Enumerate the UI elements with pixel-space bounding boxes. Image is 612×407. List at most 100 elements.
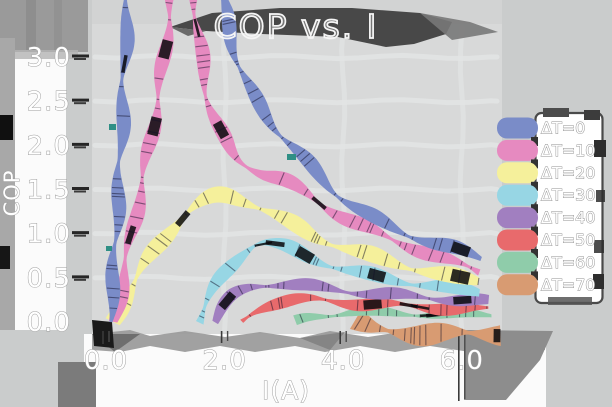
left-edge-blob: [0, 246, 10, 269]
hatch-mark: [261, 113, 271, 121]
bottom-right-smudge: [464, 330, 553, 400]
legend: ΔT=0 ΔT=10 ΔT=20 ΔT=30 ΔT=40 ΔT=50 ΔT=60 ΔT=70: [497, 108, 606, 305]
hatch-mark: [222, 18, 236, 23]
hatch-mark: [313, 233, 319, 243]
hatch-mark: [280, 296, 284, 309]
hatch-mark: [457, 269, 462, 284]
legend-border-blob: [594, 140, 606, 157]
title-smudge-tail: [420, 13, 498, 40]
teal-accent-mark: [109, 124, 116, 130]
hatch-mark: [237, 285, 244, 295]
hatch-mark: [204, 297, 210, 301]
bottom-left-smudge: [58, 362, 96, 407]
hatch-mark: [198, 66, 210, 69]
hatch-mark: [296, 149, 306, 158]
hatch-mark: [389, 287, 392, 299]
y-tick-label: 1.0: [27, 220, 71, 250]
hatch-mark: [146, 130, 160, 134]
hatch-mark: [142, 142, 156, 146]
legend-entry-label: ΔT=40: [541, 208, 595, 227]
hatch-mark: [165, 1, 173, 4]
hatch-mark: [384, 218, 390, 229]
ink-patch: [450, 241, 471, 258]
curve-ribbon-T20: [105, 186, 479, 326]
hatch-mark: [300, 152, 311, 162]
hatch-mark: [111, 195, 125, 198]
hatch-mark: [356, 299, 359, 311]
hatch-mark: [312, 256, 318, 265]
hatch-mark: [147, 245, 160, 255]
curve-ribbon-T40: [212, 278, 490, 325]
ink-patch: [121, 54, 128, 73]
hatch-mark: [427, 248, 434, 261]
gridline-horizontal: [92, 97, 500, 106]
y-tick-label: 3.0: [27, 43, 71, 73]
hatch-mark: [271, 127, 277, 132]
legend-swatch: [497, 207, 538, 229]
legend-border-blob: [531, 137, 538, 146]
hatch-mark: [332, 210, 338, 219]
y-tick-label: 0.5: [27, 264, 71, 294]
hatch-mark: [397, 261, 401, 270]
hatch-mark: [202, 192, 209, 204]
hatch-mark: [411, 236, 414, 240]
legend-entry-label: ΔT=30: [541, 186, 595, 205]
hatch-mark: [281, 136, 284, 140]
hatch-mark: [197, 60, 211, 63]
legend-entry-label: ΔT=10: [541, 141, 595, 160]
hatch-mark: [154, 77, 164, 80]
hatch-mark: [470, 266, 473, 270]
hatch-mark: [190, 1, 197, 4]
hatch-mark: [327, 283, 330, 292]
hatch-mark: [116, 115, 131, 117]
hatch-mark: [349, 215, 356, 228]
hatch-mark: [184, 213, 188, 216]
hatch-mark: [277, 297, 281, 309]
hatch-mark: [155, 237, 168, 247]
hatch-mark: [356, 244, 362, 258]
legend-border-blob: [531, 271, 538, 281]
x-tick-labels: 0.0 2.0 4.0 6.0: [83, 346, 483, 377]
hatch-mark: [310, 231, 317, 242]
teal-accent-mark: [106, 246, 112, 251]
hatch-mark: [106, 264, 118, 267]
hatch-mark: [270, 300, 274, 311]
hatch-mark: [154, 107, 161, 110]
hatch-mark: [460, 260, 463, 266]
hatch-mark: [194, 35, 205, 38]
hatch-mark: [243, 79, 252, 85]
ink-patch: [453, 295, 472, 305]
title-smudge-tip: [170, 27, 206, 36]
ink-patch: [450, 268, 471, 285]
ink-patch: [158, 39, 174, 60]
ink-patch: [193, 18, 201, 38]
curve-ribbon-T10: [108, 0, 481, 323]
hatch-mark: [378, 325, 382, 332]
legend-border-blob: [596, 190, 605, 202]
ink-patch: [367, 267, 387, 283]
hatch-mark: [358, 265, 363, 278]
hatch-mark: [403, 232, 406, 237]
top-left-smudge-streak: [26, 0, 36, 50]
y-tick-label: 1.5: [27, 176, 71, 206]
legend-entry-label: ΔT=70: [541, 275, 595, 294]
hatch-mark: [357, 218, 364, 231]
hatch-mark: [229, 51, 237, 55]
hatch-mark: [125, 230, 138, 234]
legend-border-blob: [543, 108, 569, 117]
hatch-mark: [222, 21, 236, 25]
ink-patch: [411, 304, 430, 311]
hatch-mark: [366, 222, 372, 233]
hatch-mark: [438, 238, 444, 251]
hatch-mark: [267, 121, 275, 128]
legend-border-blob: [594, 240, 604, 253]
hatch-mark: [106, 267, 118, 270]
hatch-mark: [403, 328, 406, 341]
hatch-mark: [108, 296, 120, 299]
hatch-mark: [247, 88, 259, 95]
y-tick-label: 2.0: [27, 131, 71, 161]
hatch-mark: [369, 223, 375, 234]
hatch-mark: [201, 83, 208, 86]
hatch-mark: [286, 141, 292, 147]
